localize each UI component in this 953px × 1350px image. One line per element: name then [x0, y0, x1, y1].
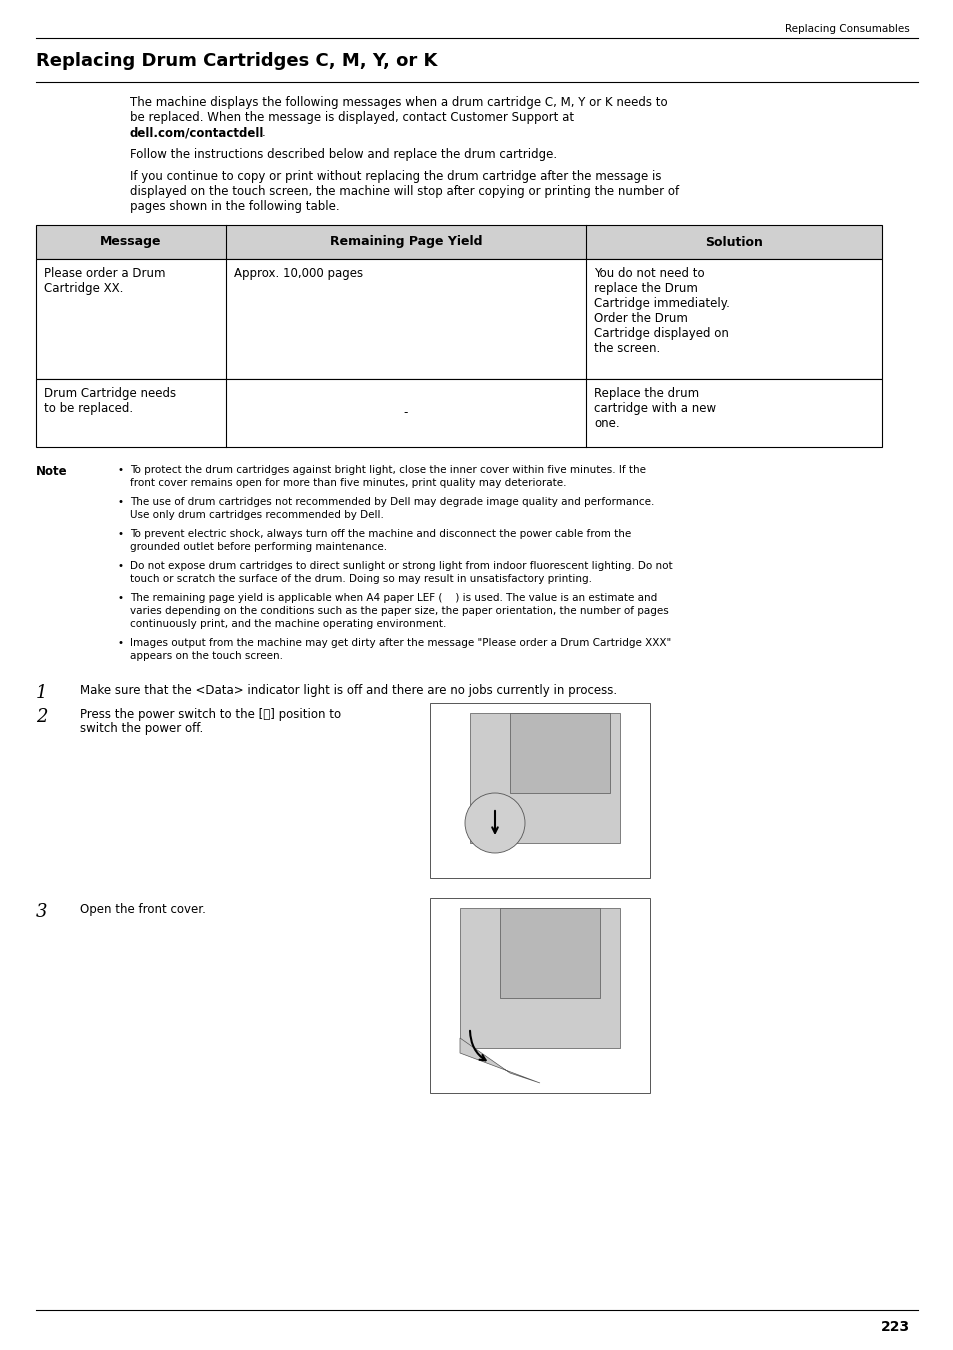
Text: Replace the drum: Replace the drum — [594, 387, 699, 400]
Text: The use of drum cartridges not recommended by Dell may degrade image quality and: The use of drum cartridges not recommend… — [130, 497, 654, 508]
Text: Order the Drum: Order the Drum — [594, 312, 687, 325]
Text: grounded outlet before performing maintenance.: grounded outlet before performing mainte… — [130, 541, 387, 552]
Text: Cartridge immediately.: Cartridge immediately. — [594, 297, 729, 310]
Text: Press the power switch to the [ⓨ] position to: Press the power switch to the [ⓨ] positi… — [80, 707, 341, 721]
Polygon shape — [459, 1038, 539, 1083]
Text: touch or scratch the surface of the drum. Doing so may result in unsatisfactory : touch or scratch the surface of the drum… — [130, 574, 592, 585]
Bar — [36, 379, 882, 447]
Text: continuously print, and the machine operating environment.: continuously print, and the machine oper… — [130, 620, 446, 629]
Text: To prevent electric shock, always turn off the machine and disconnect the power : To prevent electric shock, always turn o… — [130, 529, 631, 539]
Text: Message: Message — [100, 235, 162, 248]
Text: be replaced. When the message is displayed, contact Customer Support at: be replaced. When the message is display… — [130, 111, 574, 124]
Text: Images output from the machine may get dirty after the message "Please order a D: Images output from the machine may get d… — [130, 639, 671, 648]
Text: appears on the touch screen.: appears on the touch screen. — [130, 651, 283, 661]
Text: displayed on the touch screen, the machine will stop after copying or printing t: displayed on the touch screen, the machi… — [130, 185, 679, 198]
Text: .: . — [262, 126, 266, 139]
Bar — [470, 713, 619, 842]
Text: The remaining page yield is applicable when A4 paper LEF (    ) is used. The val: The remaining page yield is applicable w… — [130, 593, 657, 603]
Text: varies depending on the conditions such as the paper size, the paper orientation: varies depending on the conditions such … — [130, 606, 668, 616]
Text: cartridge with a new: cartridge with a new — [594, 402, 716, 414]
Text: Solution: Solution — [704, 235, 762, 248]
Text: Open the front cover.: Open the front cover. — [80, 903, 206, 917]
Text: one.: one. — [594, 417, 619, 431]
Text: The machine displays the following messages when a drum cartridge C, M, Y or K n: The machine displays the following messa… — [130, 96, 667, 109]
Text: Note: Note — [36, 464, 68, 478]
Text: replace the Drum: replace the Drum — [594, 282, 698, 296]
Bar — [499, 909, 599, 998]
Text: Use only drum cartridges recommended by Dell.: Use only drum cartridges recommended by … — [130, 510, 383, 520]
Text: Drum Cartridge needs: Drum Cartridge needs — [44, 387, 176, 400]
Text: Cartridge XX.: Cartridge XX. — [44, 282, 123, 296]
Text: Replacing Consumables: Replacing Consumables — [784, 24, 909, 34]
Text: If you continue to copy or print without replacing the drum cartridge after the : If you continue to copy or print without… — [130, 170, 660, 184]
Bar — [459, 909, 619, 1048]
Text: •: • — [118, 639, 124, 648]
Text: -: - — [403, 406, 408, 420]
Text: dell.com/contactdell: dell.com/contactdell — [130, 126, 264, 139]
Text: Approx. 10,000 pages: Approx. 10,000 pages — [233, 267, 363, 279]
Text: Cartridge displayed on: Cartridge displayed on — [594, 327, 728, 340]
Bar — [430, 898, 649, 1094]
Text: to be replaced.: to be replaced. — [44, 402, 133, 414]
Circle shape — [464, 792, 524, 853]
Text: You do not need to: You do not need to — [594, 267, 704, 279]
Bar — [36, 259, 882, 379]
Text: Please order a Drum: Please order a Drum — [44, 267, 165, 279]
Text: 223: 223 — [880, 1320, 909, 1334]
Text: •: • — [118, 464, 124, 475]
Text: switch the power off.: switch the power off. — [80, 722, 203, 734]
Text: •: • — [118, 562, 124, 571]
Text: Do not expose drum cartridges to direct sunlight or strong light from indoor flu: Do not expose drum cartridges to direct … — [130, 562, 672, 571]
Text: pages shown in the following table.: pages shown in the following table. — [130, 200, 339, 213]
Text: the screen.: the screen. — [594, 342, 659, 355]
Bar — [36, 225, 882, 259]
Text: •: • — [118, 497, 124, 508]
Text: front cover remains open for more than five minutes, print quality may deteriora: front cover remains open for more than f… — [130, 478, 566, 487]
Text: Make sure that the <Data> indicator light is off and there are no jobs currently: Make sure that the <Data> indicator ligh… — [80, 684, 617, 697]
Text: Replacing Drum Cartridges C, M, Y, or K: Replacing Drum Cartridges C, M, Y, or K — [36, 53, 436, 70]
Text: To protect the drum cartridges against bright light, close the inner cover withi: To protect the drum cartridges against b… — [130, 464, 645, 475]
Text: 3: 3 — [36, 903, 48, 921]
Text: 2: 2 — [36, 707, 48, 726]
Text: •: • — [118, 529, 124, 539]
Bar — [510, 713, 609, 792]
Text: •: • — [118, 593, 124, 603]
Text: Follow the instructions described below and replace the drum cartridge.: Follow the instructions described below … — [130, 148, 557, 161]
Text: 1: 1 — [36, 684, 48, 702]
Bar — [430, 703, 649, 878]
Text: Remaining Page Yield: Remaining Page Yield — [330, 235, 482, 248]
